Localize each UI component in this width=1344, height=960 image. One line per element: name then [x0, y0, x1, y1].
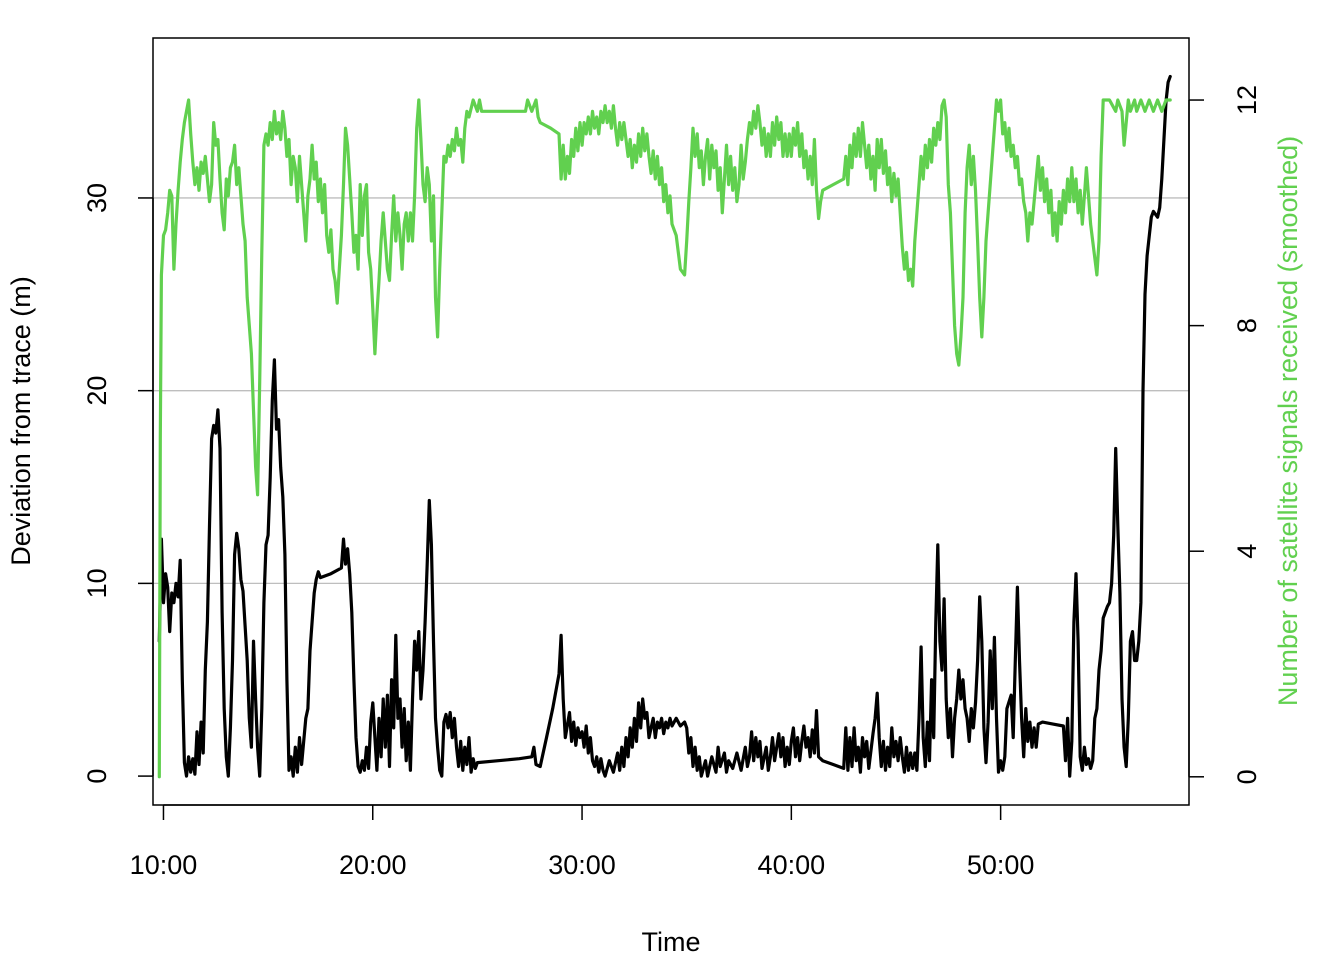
gridlines [153, 197, 1189, 585]
y2-tick-label: 12 [1232, 85, 1262, 115]
y-tick-label: 0 [82, 769, 112, 784]
y2-tick-label: 0 [1232, 769, 1262, 784]
y2-tick-label: 4 [1232, 544, 1262, 559]
x-tick-label: 30:00 [548, 850, 616, 880]
y2-tick-label: 8 [1232, 318, 1262, 333]
y-tick-label: 30 [82, 183, 112, 213]
y-axis-left-title: Deviation from trace (m) [6, 276, 36, 566]
y-tick-label: 10 [82, 568, 112, 598]
series-layer [157, 74, 1172, 779]
x-tick-label: 40:00 [758, 850, 826, 880]
series-line-deviation [157, 74, 1172, 778]
x-tick-label: 20:00 [339, 850, 407, 880]
y-axis-right-title: Number of satellite signals received (sm… [1273, 136, 1303, 706]
series-line-satellites [157, 98, 1172, 779]
y-axis-right: 0 4 8 12 [1188, 85, 1262, 784]
y-tick-label: 20 [82, 376, 112, 406]
x-tick-label: 10:00 [130, 850, 198, 880]
y-axis-left: 0 10 20 30 [82, 183, 154, 784]
x-axis: 10:00 20:00 30:00 40:00 50:00 [130, 804, 1035, 880]
x-axis-title: Time [642, 927, 701, 957]
x-tick-label: 50:00 [967, 850, 1035, 880]
